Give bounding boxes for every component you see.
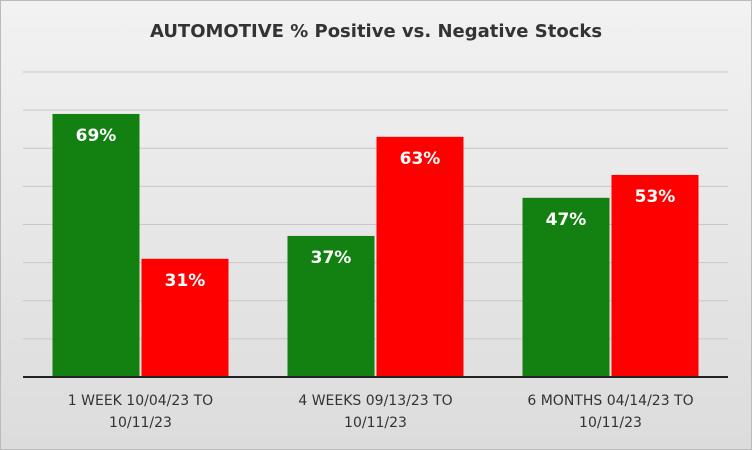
chart-title: AUTOMOTIVE % Positive vs. Negative Stock… [150,21,602,42]
bar [611,174,699,377]
data-label: 37% [311,248,352,268]
data-label: 63% [400,149,441,169]
x-tick-label: 6 MONTHS 04/14/23 TO 10/11/23 [527,393,694,431]
data-label: 53% [635,187,676,207]
x-tick-label: 4 WEEKS 09/13/23 TO 10/11/23 [298,393,453,431]
x-tick-label: 1 WEEK 10/04/23 TO 10/11/23 [67,393,214,431]
bar [522,197,610,377]
bar [376,136,464,377]
data-label: 47% [546,210,587,230]
bar [141,258,229,377]
data-label: 31% [165,271,206,291]
bar [52,113,140,377]
data-label: 69% [76,126,117,146]
bar [287,235,375,377]
